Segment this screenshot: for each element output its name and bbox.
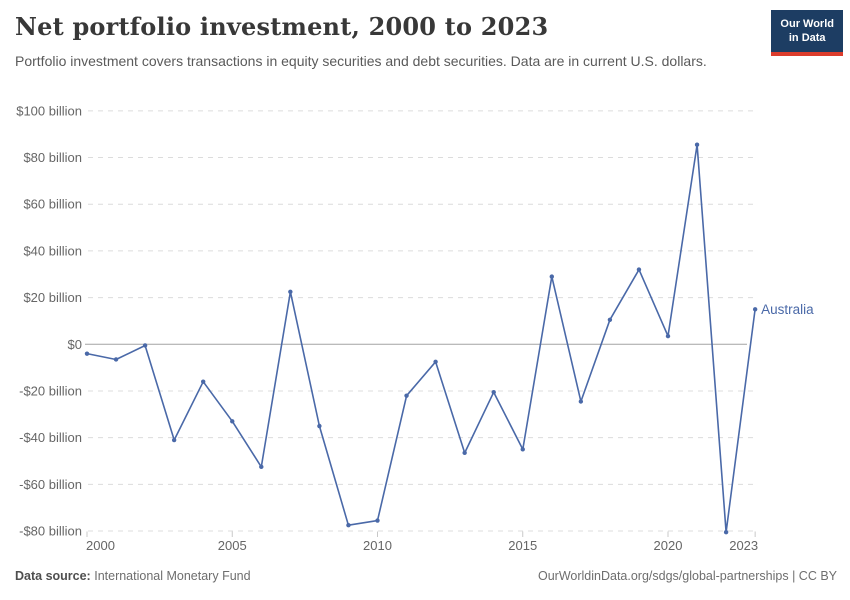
- chart-footer: Data source: International Monetary Fund…: [15, 569, 837, 583]
- data-point: [142, 343, 148, 348]
- data-point: [433, 359, 438, 365]
- data-point: [259, 464, 264, 470]
- y-axis-label: $100 billion: [16, 103, 82, 118]
- data-point: [230, 419, 235, 424]
- chart-subtitle: Portfolio investment covers transactions…: [15, 53, 707, 69]
- data-point: [84, 351, 90, 356]
- data-point: [113, 357, 119, 362]
- data-point: [520, 447, 525, 452]
- footer-credits: OurWorldinData.org/sdgs/global-partnersh…: [538, 569, 837, 583]
- x-axis-label: 2010: [363, 538, 392, 553]
- data-point: [201, 379, 206, 384]
- y-axis-label: -$20 billion: [19, 383, 82, 398]
- data-point: [171, 437, 177, 443]
- data-point: [346, 523, 351, 528]
- data-point: [288, 289, 293, 294]
- owid-logo: Our World in Data: [771, 10, 843, 56]
- data-point: [723, 530, 729, 535]
- data-point: [752, 307, 758, 312]
- data-source-label: Data source:: [15, 569, 91, 583]
- license-label: CC BY: [798, 569, 837, 583]
- x-axis-label: 2020: [654, 538, 683, 553]
- y-axis-label: $40 billion: [23, 243, 82, 258]
- data-point: [462, 450, 467, 456]
- data-point: [636, 267, 642, 272]
- y-axis-label: -$40 billion: [19, 430, 82, 445]
- data-source: Data source: International Monetary Fund: [15, 569, 251, 583]
- data-line: [86, 143, 756, 534]
- owid-logo-line2: in Data: [788, 32, 826, 45]
- data-point: [491, 389, 496, 395]
- data-point: [694, 142, 700, 147]
- y-axis-label: -$80 billion: [19, 524, 82, 539]
- data-point: [578, 399, 584, 404]
- data-point: [665, 333, 671, 339]
- owid-url-link[interactable]: OurWorldinData.org/sdgs/global-partnersh…: [537, 569, 789, 583]
- x-axis-label: 2000: [86, 538, 115, 553]
- data-point: [404, 393, 409, 398]
- page-title: Net portfolio investment, 2000 to 2023: [15, 12, 549, 41]
- y-axis-label: $0: [68, 337, 82, 352]
- data-point: [607, 317, 613, 322]
- x-axis-label: 2023: [729, 538, 758, 553]
- data-point: [549, 274, 554, 279]
- series-label-australia: Australia: [761, 302, 814, 317]
- data-point: [375, 518, 380, 523]
- owid-logo-line1: Our World: [780, 18, 834, 30]
- footer-separator: |: [792, 569, 796, 583]
- x-axis-label: 2005: [218, 538, 247, 553]
- y-axis-label: $20 billion: [23, 290, 82, 305]
- y-axis-label: -$60 billion: [19, 477, 82, 492]
- data-point: [317, 423, 322, 429]
- y-axis-label: $80 billion: [23, 150, 82, 165]
- x-axis-label: 2015: [508, 538, 537, 553]
- y-axis-label: $60 billion: [23, 197, 82, 212]
- data-source-value: International Monetary Fund: [94, 569, 251, 583]
